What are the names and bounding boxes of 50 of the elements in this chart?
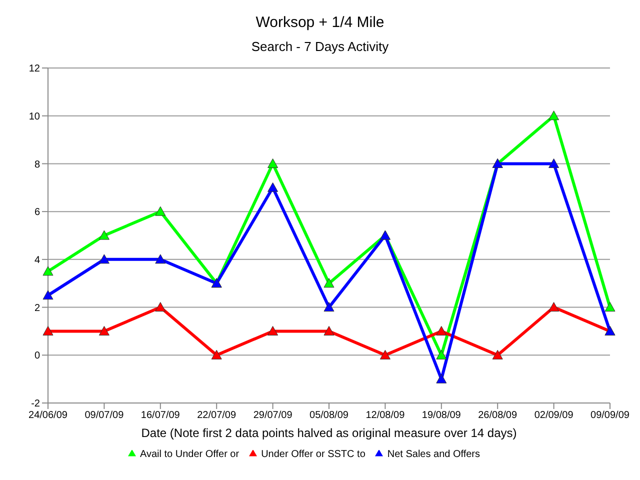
point xyxy=(42,290,54,300)
point xyxy=(211,350,222,360)
y-tick-label: 6 xyxy=(34,207,40,218)
point xyxy=(98,230,110,240)
point xyxy=(42,266,54,276)
point xyxy=(42,326,54,336)
point xyxy=(548,158,560,168)
point xyxy=(155,254,166,264)
y-tick-label: 4 xyxy=(34,254,40,266)
x-axis-title: Date (Note first 2 data points halved as original measure over 14 days) xyxy=(141,426,517,440)
y-tick-label: 2 xyxy=(34,302,40,314)
point xyxy=(268,326,278,336)
legend-label: Net Sales and Offers xyxy=(387,449,480,460)
point xyxy=(492,350,503,360)
chart-subtitle: Search - 7 Days Activity xyxy=(250,38,390,54)
x-tick-label: 26/08/09 xyxy=(478,410,518,422)
x-tick-label: 29/07/09 xyxy=(253,410,293,422)
x-tick-label: 05/08/09 xyxy=(310,410,349,422)
y-tick-label: 8 xyxy=(34,159,40,170)
y-tick-label: 10 xyxy=(28,111,40,122)
point xyxy=(155,302,166,312)
x-tick-label: 16/07/09 xyxy=(140,410,180,422)
point xyxy=(436,350,447,360)
point xyxy=(380,350,390,360)
x-tick-label: 19/08/09 xyxy=(422,410,462,422)
point xyxy=(324,326,334,336)
point xyxy=(604,302,616,312)
x-tick-label: 02/09/09 xyxy=(534,410,574,422)
point xyxy=(98,326,110,336)
legend-label: Avail to Under Offer or xyxy=(140,449,240,460)
y-tick-label: -2 xyxy=(31,398,40,410)
point xyxy=(324,302,334,312)
point xyxy=(436,326,447,336)
y-tick-label: 12 xyxy=(28,64,40,75)
point xyxy=(324,278,334,288)
point xyxy=(268,182,278,192)
x-tick-label: 12/08/09 xyxy=(366,410,406,422)
point xyxy=(548,110,560,120)
x-tick-label: 24/06/09 xyxy=(28,410,68,422)
legend-label: Under Offer or SSTC to xyxy=(261,449,366,460)
x-tick-label: 09/09/09 xyxy=(590,410,630,422)
point xyxy=(155,206,166,216)
x-tick-label: 22/07/09 xyxy=(197,410,236,422)
point xyxy=(268,158,278,168)
chart-title: Worksop + 1/4 Mile xyxy=(254,13,386,31)
point xyxy=(436,374,447,384)
point xyxy=(548,302,560,312)
x-tick-label: 09/07/09 xyxy=(84,410,124,422)
y-tick-label: 0 xyxy=(34,350,40,362)
point xyxy=(98,254,110,264)
